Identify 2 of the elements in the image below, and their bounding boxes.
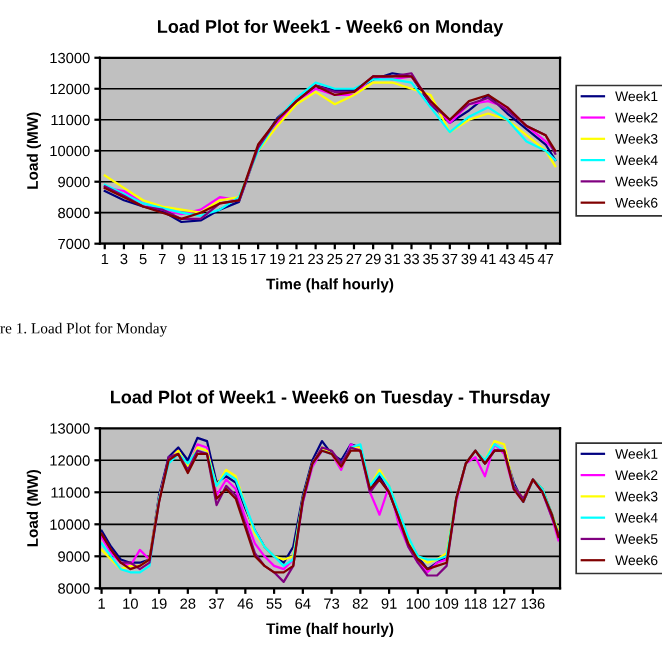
chart-title: Load Plot of Week1 - Week6 on Tuesday - Thursday	[110, 390, 551, 408]
chart-title: Load Plot for Week1 - Week6 on Monday	[157, 19, 504, 37]
